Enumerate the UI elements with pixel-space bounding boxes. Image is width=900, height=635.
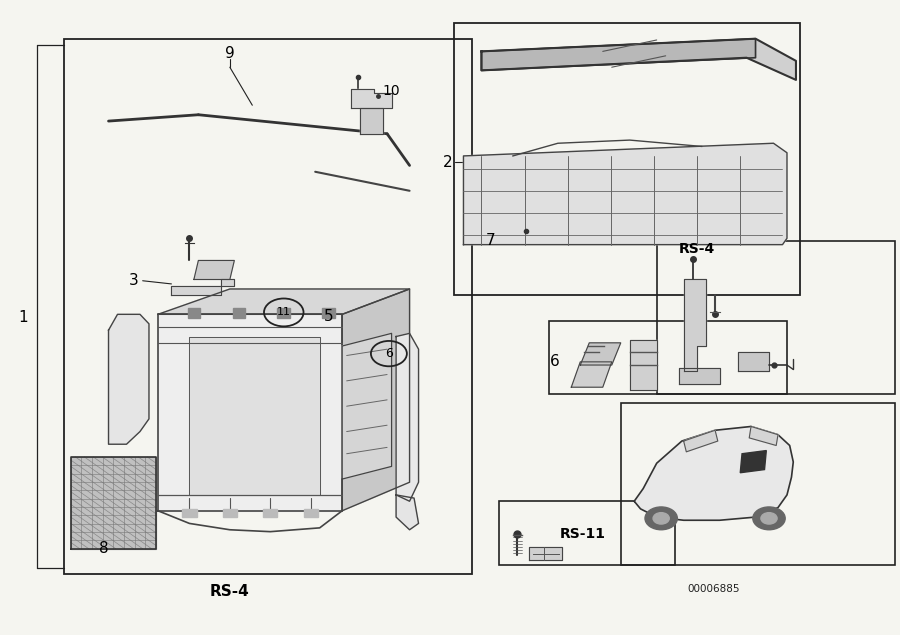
Polygon shape — [396, 333, 418, 501]
Text: 00006885: 00006885 — [687, 584, 740, 594]
Circle shape — [653, 512, 670, 524]
Polygon shape — [529, 547, 562, 560]
Polygon shape — [396, 495, 418, 530]
Polygon shape — [482, 39, 796, 80]
Bar — [549, 321, 787, 394]
Bar — [657, 241, 895, 394]
Text: 6: 6 — [385, 347, 392, 360]
Text: 6: 6 — [550, 354, 560, 370]
Polygon shape — [109, 314, 149, 444]
Bar — [454, 23, 800, 295]
Polygon shape — [187, 308, 200, 318]
Polygon shape — [360, 109, 382, 134]
Polygon shape — [158, 314, 342, 511]
Bar — [621, 403, 895, 565]
Circle shape — [645, 507, 678, 530]
Polygon shape — [182, 509, 196, 517]
Polygon shape — [351, 90, 392, 109]
Text: 9: 9 — [225, 46, 235, 62]
Circle shape — [752, 507, 785, 530]
Text: 1: 1 — [18, 310, 28, 325]
Polygon shape — [634, 427, 793, 520]
Polygon shape — [322, 308, 335, 318]
Bar — [64, 39, 472, 574]
Polygon shape — [464, 144, 787, 244]
Polygon shape — [342, 289, 410, 511]
Polygon shape — [741, 451, 766, 472]
Text: RS-4: RS-4 — [679, 242, 716, 256]
Text: 5: 5 — [324, 309, 334, 324]
Polygon shape — [232, 308, 245, 318]
Polygon shape — [171, 279, 234, 295]
Polygon shape — [222, 509, 237, 517]
Circle shape — [760, 512, 777, 524]
Polygon shape — [680, 368, 720, 384]
Polygon shape — [158, 289, 410, 314]
Polygon shape — [580, 343, 621, 365]
Polygon shape — [194, 260, 234, 279]
Polygon shape — [263, 509, 277, 517]
Text: 11: 11 — [277, 307, 291, 318]
Polygon shape — [189, 337, 320, 495]
Polygon shape — [277, 308, 290, 318]
Text: 2: 2 — [443, 155, 452, 170]
Text: RS-4: RS-4 — [210, 584, 249, 599]
Polygon shape — [738, 352, 769, 371]
Polygon shape — [630, 340, 657, 391]
Polygon shape — [684, 431, 718, 452]
Text: 3: 3 — [129, 273, 139, 288]
Polygon shape — [71, 457, 157, 549]
Polygon shape — [482, 39, 755, 70]
Text: 7: 7 — [486, 232, 495, 248]
Text: RS-11: RS-11 — [560, 527, 606, 541]
Polygon shape — [684, 279, 706, 371]
Polygon shape — [303, 509, 318, 517]
Bar — [500, 501, 675, 565]
Text: 10: 10 — [382, 84, 400, 98]
Polygon shape — [749, 427, 778, 446]
Polygon shape — [342, 333, 392, 479]
Polygon shape — [572, 362, 612, 387]
Text: 8: 8 — [99, 540, 109, 556]
